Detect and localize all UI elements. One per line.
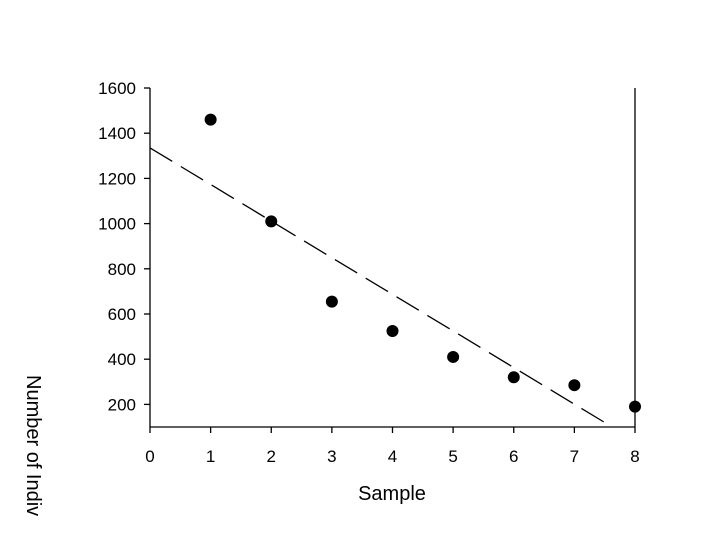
y-tick-label: 1600 [98, 79, 136, 98]
x-tick-label: 1 [206, 447, 215, 466]
trendline-layer [149, 147, 606, 424]
ticks: 200 400 600 800 1000 1200 1400 1600 0 1 2 3 4 5 6 7 8 [98, 79, 640, 466]
y-tick-label: 800 [108, 260, 136, 279]
axes [149, 88, 636, 428]
x-tick-label: 8 [630, 447, 639, 466]
trendline [149, 147, 606, 424]
x-tick-label: 3 [327, 447, 336, 466]
data-point [629, 400, 641, 413]
y-tick-label: 600 [108, 305, 136, 324]
data-point [447, 350, 460, 363]
x-tick-label: 2 [267, 447, 276, 466]
y-tick-label: 200 [108, 395, 136, 414]
x-tick-label: 0 [145, 447, 154, 466]
data-point [325, 295, 338, 308]
x-tick-label: 6 [509, 447, 518, 466]
y-tick-label: 1000 [98, 215, 136, 234]
data-point [386, 324, 399, 337]
y-tick-label: 1400 [98, 124, 136, 143]
x-tick-label: 5 [448, 447, 457, 466]
data-point [265, 215, 278, 228]
y-tick-label: 1200 [98, 169, 136, 188]
x-axis-title: Sample [358, 483, 426, 505]
y-axis-title: Number of Indiv [22, 375, 44, 516]
data-point [568, 379, 581, 392]
y-tick-label: 400 [108, 350, 136, 369]
x-tick-label: 4 [388, 447, 397, 466]
x-tick-label: 7 [570, 447, 579, 466]
data-point [507, 371, 520, 384]
data-points [204, 113, 641, 413]
data-point [204, 113, 217, 126]
